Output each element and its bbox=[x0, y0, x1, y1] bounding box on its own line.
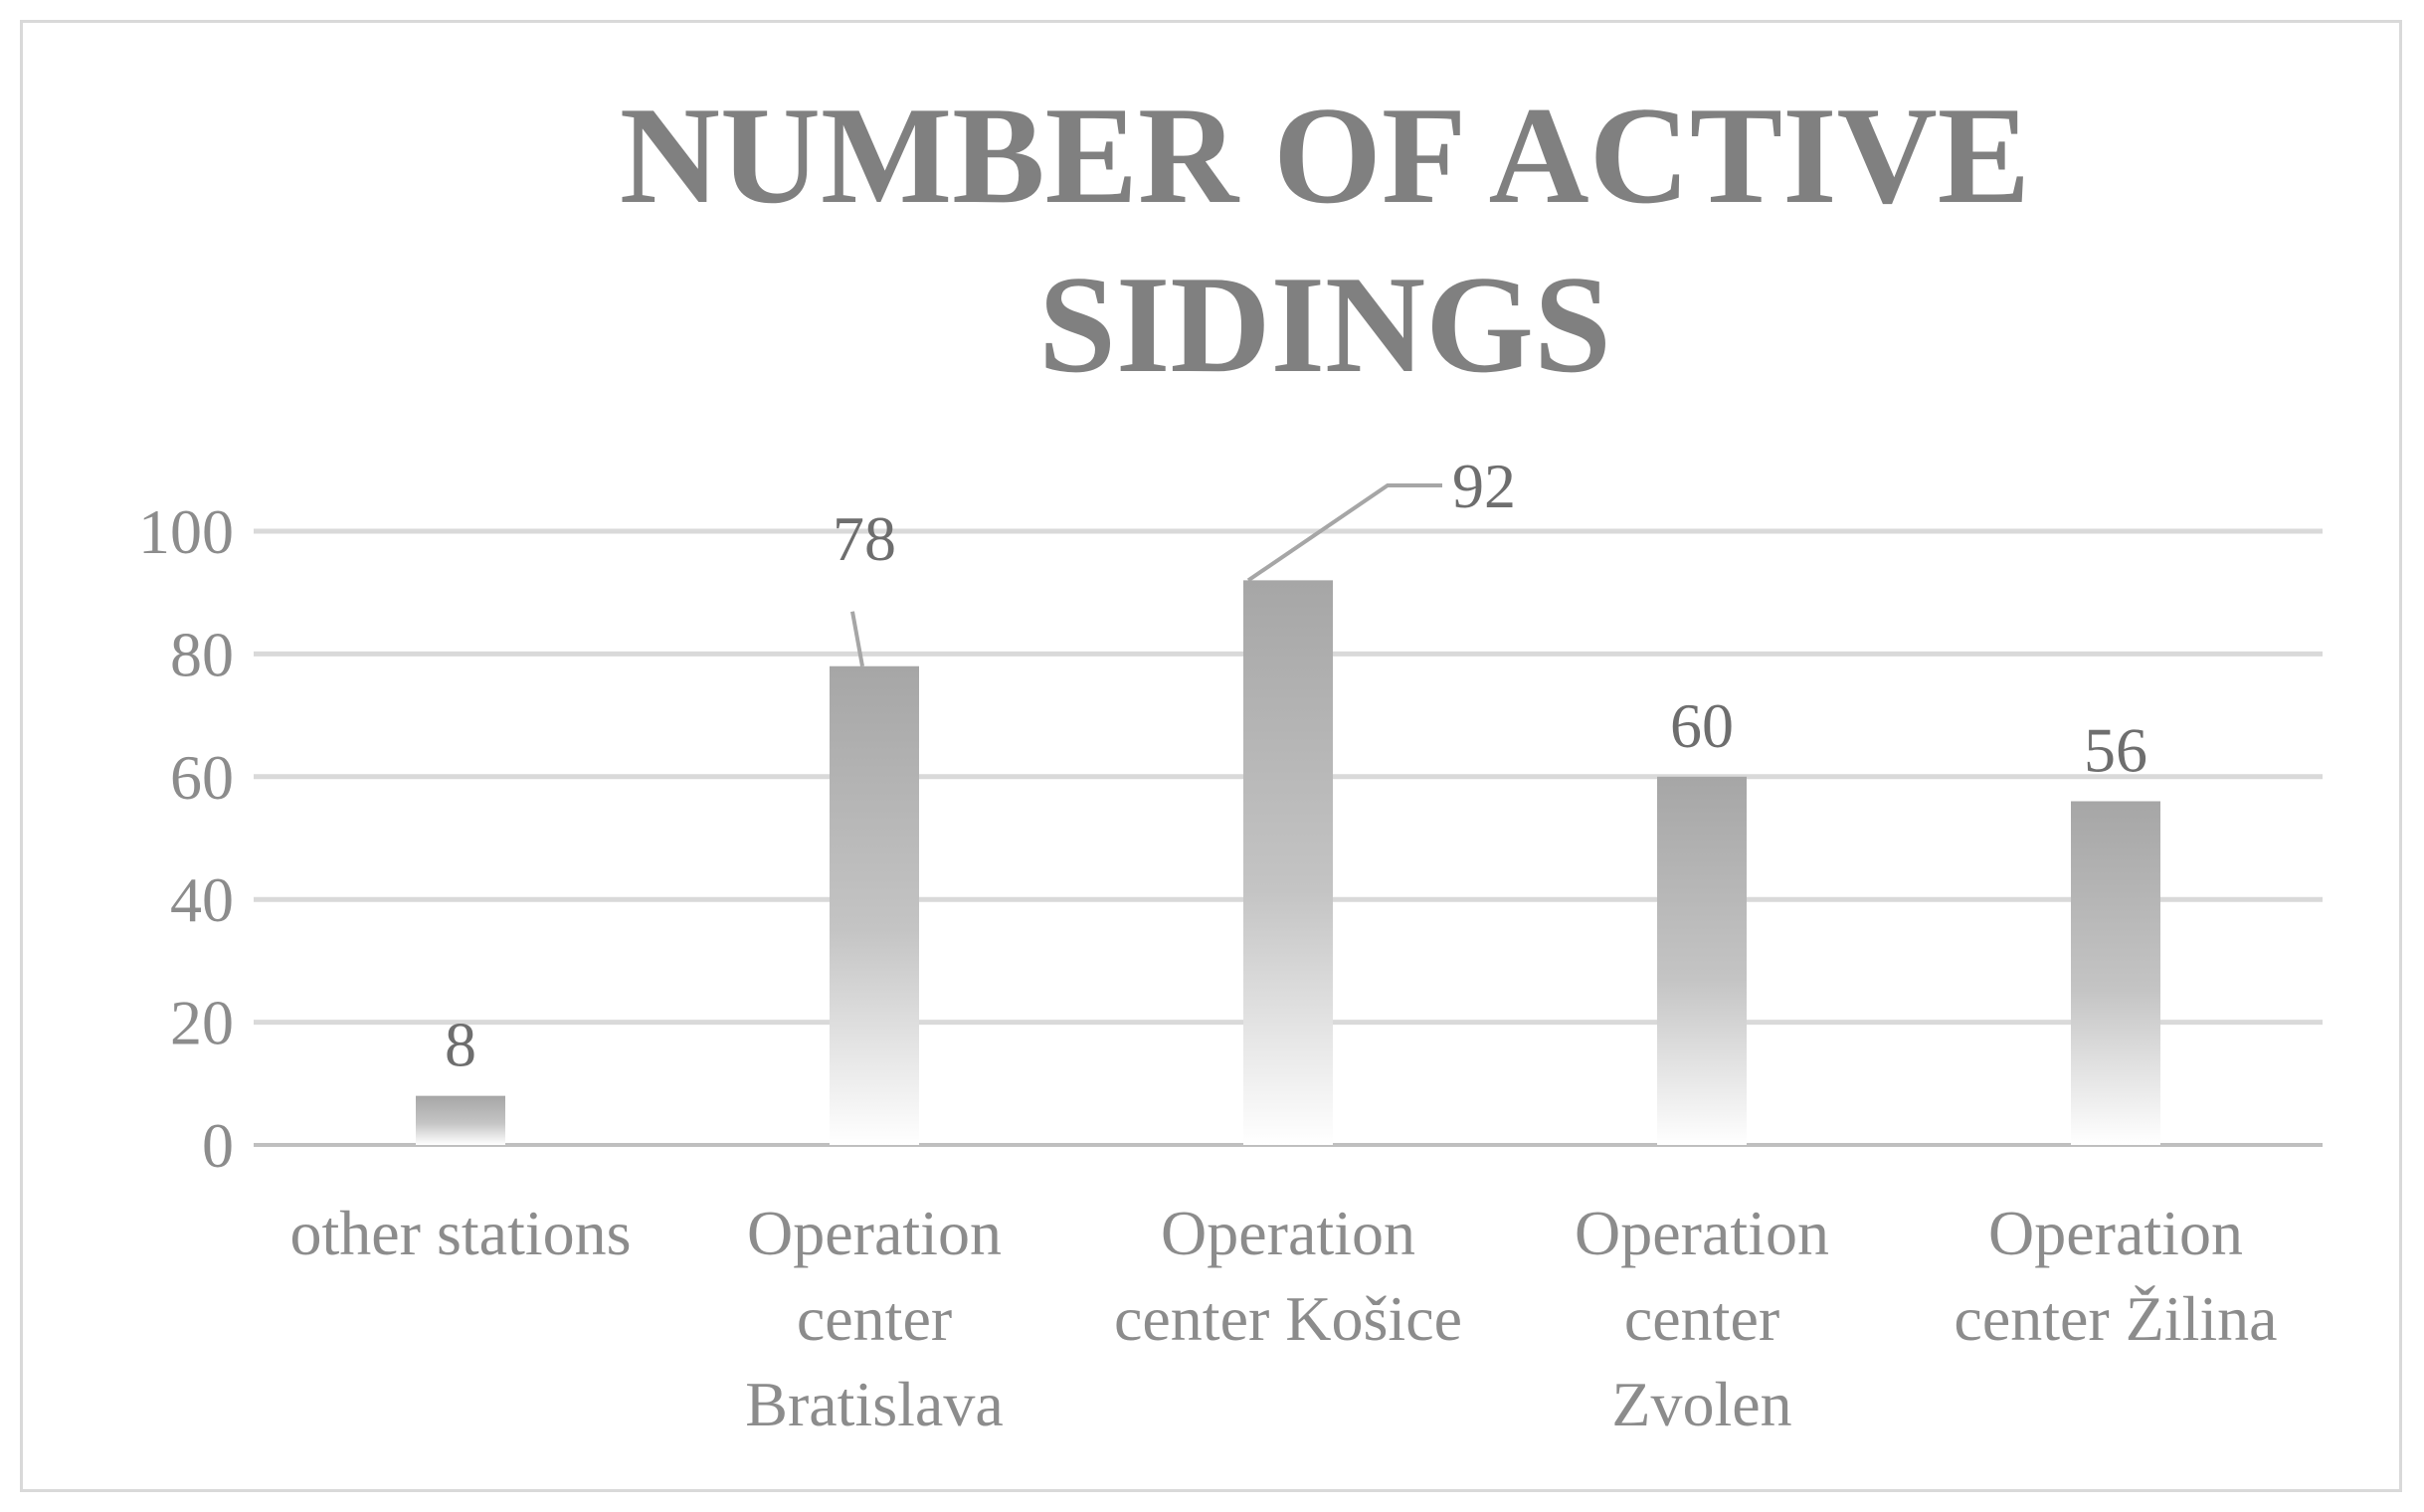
category-label: center Žilina bbox=[1954, 1283, 2277, 1354]
data-labels: 8 78 92 60 56 bbox=[445, 451, 2147, 1080]
y-tick-label: 80 bbox=[170, 619, 234, 689]
category-label: Operation bbox=[1575, 1198, 1829, 1268]
category-label: Zvolen bbox=[1611, 1369, 1791, 1439]
category-label: center bbox=[1624, 1283, 1779, 1354]
y-axis-ticks: 0 20 40 60 80 100 bbox=[138, 496, 234, 1181]
y-tick-label: 60 bbox=[170, 742, 234, 813]
bars bbox=[416, 580, 2160, 1145]
y-tick-label: 20 bbox=[170, 988, 234, 1058]
bar bbox=[830, 665, 919, 1145]
data-label: 60 bbox=[1670, 690, 1734, 761]
chart-title-line: NUMBER OF ACTIVE bbox=[620, 79, 2030, 233]
data-label: 92 bbox=[1452, 451, 1516, 521]
y-tick-label: 40 bbox=[170, 864, 234, 935]
bar bbox=[1657, 776, 1747, 1145]
bar bbox=[2071, 801, 2160, 1145]
bar bbox=[1243, 580, 1333, 1145]
category-label: Operation bbox=[1161, 1198, 1415, 1268]
y-tick-label: 0 bbox=[202, 1110, 234, 1181]
category-label: other stations bbox=[289, 1198, 631, 1268]
x-axis-categories: other stations Operation center Bratislava O… bbox=[289, 1198, 2277, 1439]
category-label: Bratislava bbox=[745, 1369, 1003, 1439]
category-label: Operation bbox=[747, 1198, 1002, 1268]
data-label: 78 bbox=[833, 503, 896, 574]
data-label: 8 bbox=[445, 1010, 476, 1080]
data-label: 56 bbox=[2084, 714, 2147, 785]
leader-lines bbox=[850, 483, 1442, 667]
leader-line bbox=[850, 611, 864, 667]
category-label: Operation bbox=[1988, 1198, 2243, 1268]
category-label: center Košice bbox=[1114, 1283, 1462, 1354]
leader-line bbox=[1246, 483, 1442, 583]
y-tick-label: 100 bbox=[138, 496, 234, 567]
chart-frame: NUMBER OF ACTIVE SIDINGS 0 20 40 60 80 100 8 78… bbox=[20, 20, 2402, 1492]
bar bbox=[416, 1095, 505, 1145]
category-label: center bbox=[797, 1283, 952, 1354]
chart-title-line: SIDINGS bbox=[1038, 248, 1611, 402]
